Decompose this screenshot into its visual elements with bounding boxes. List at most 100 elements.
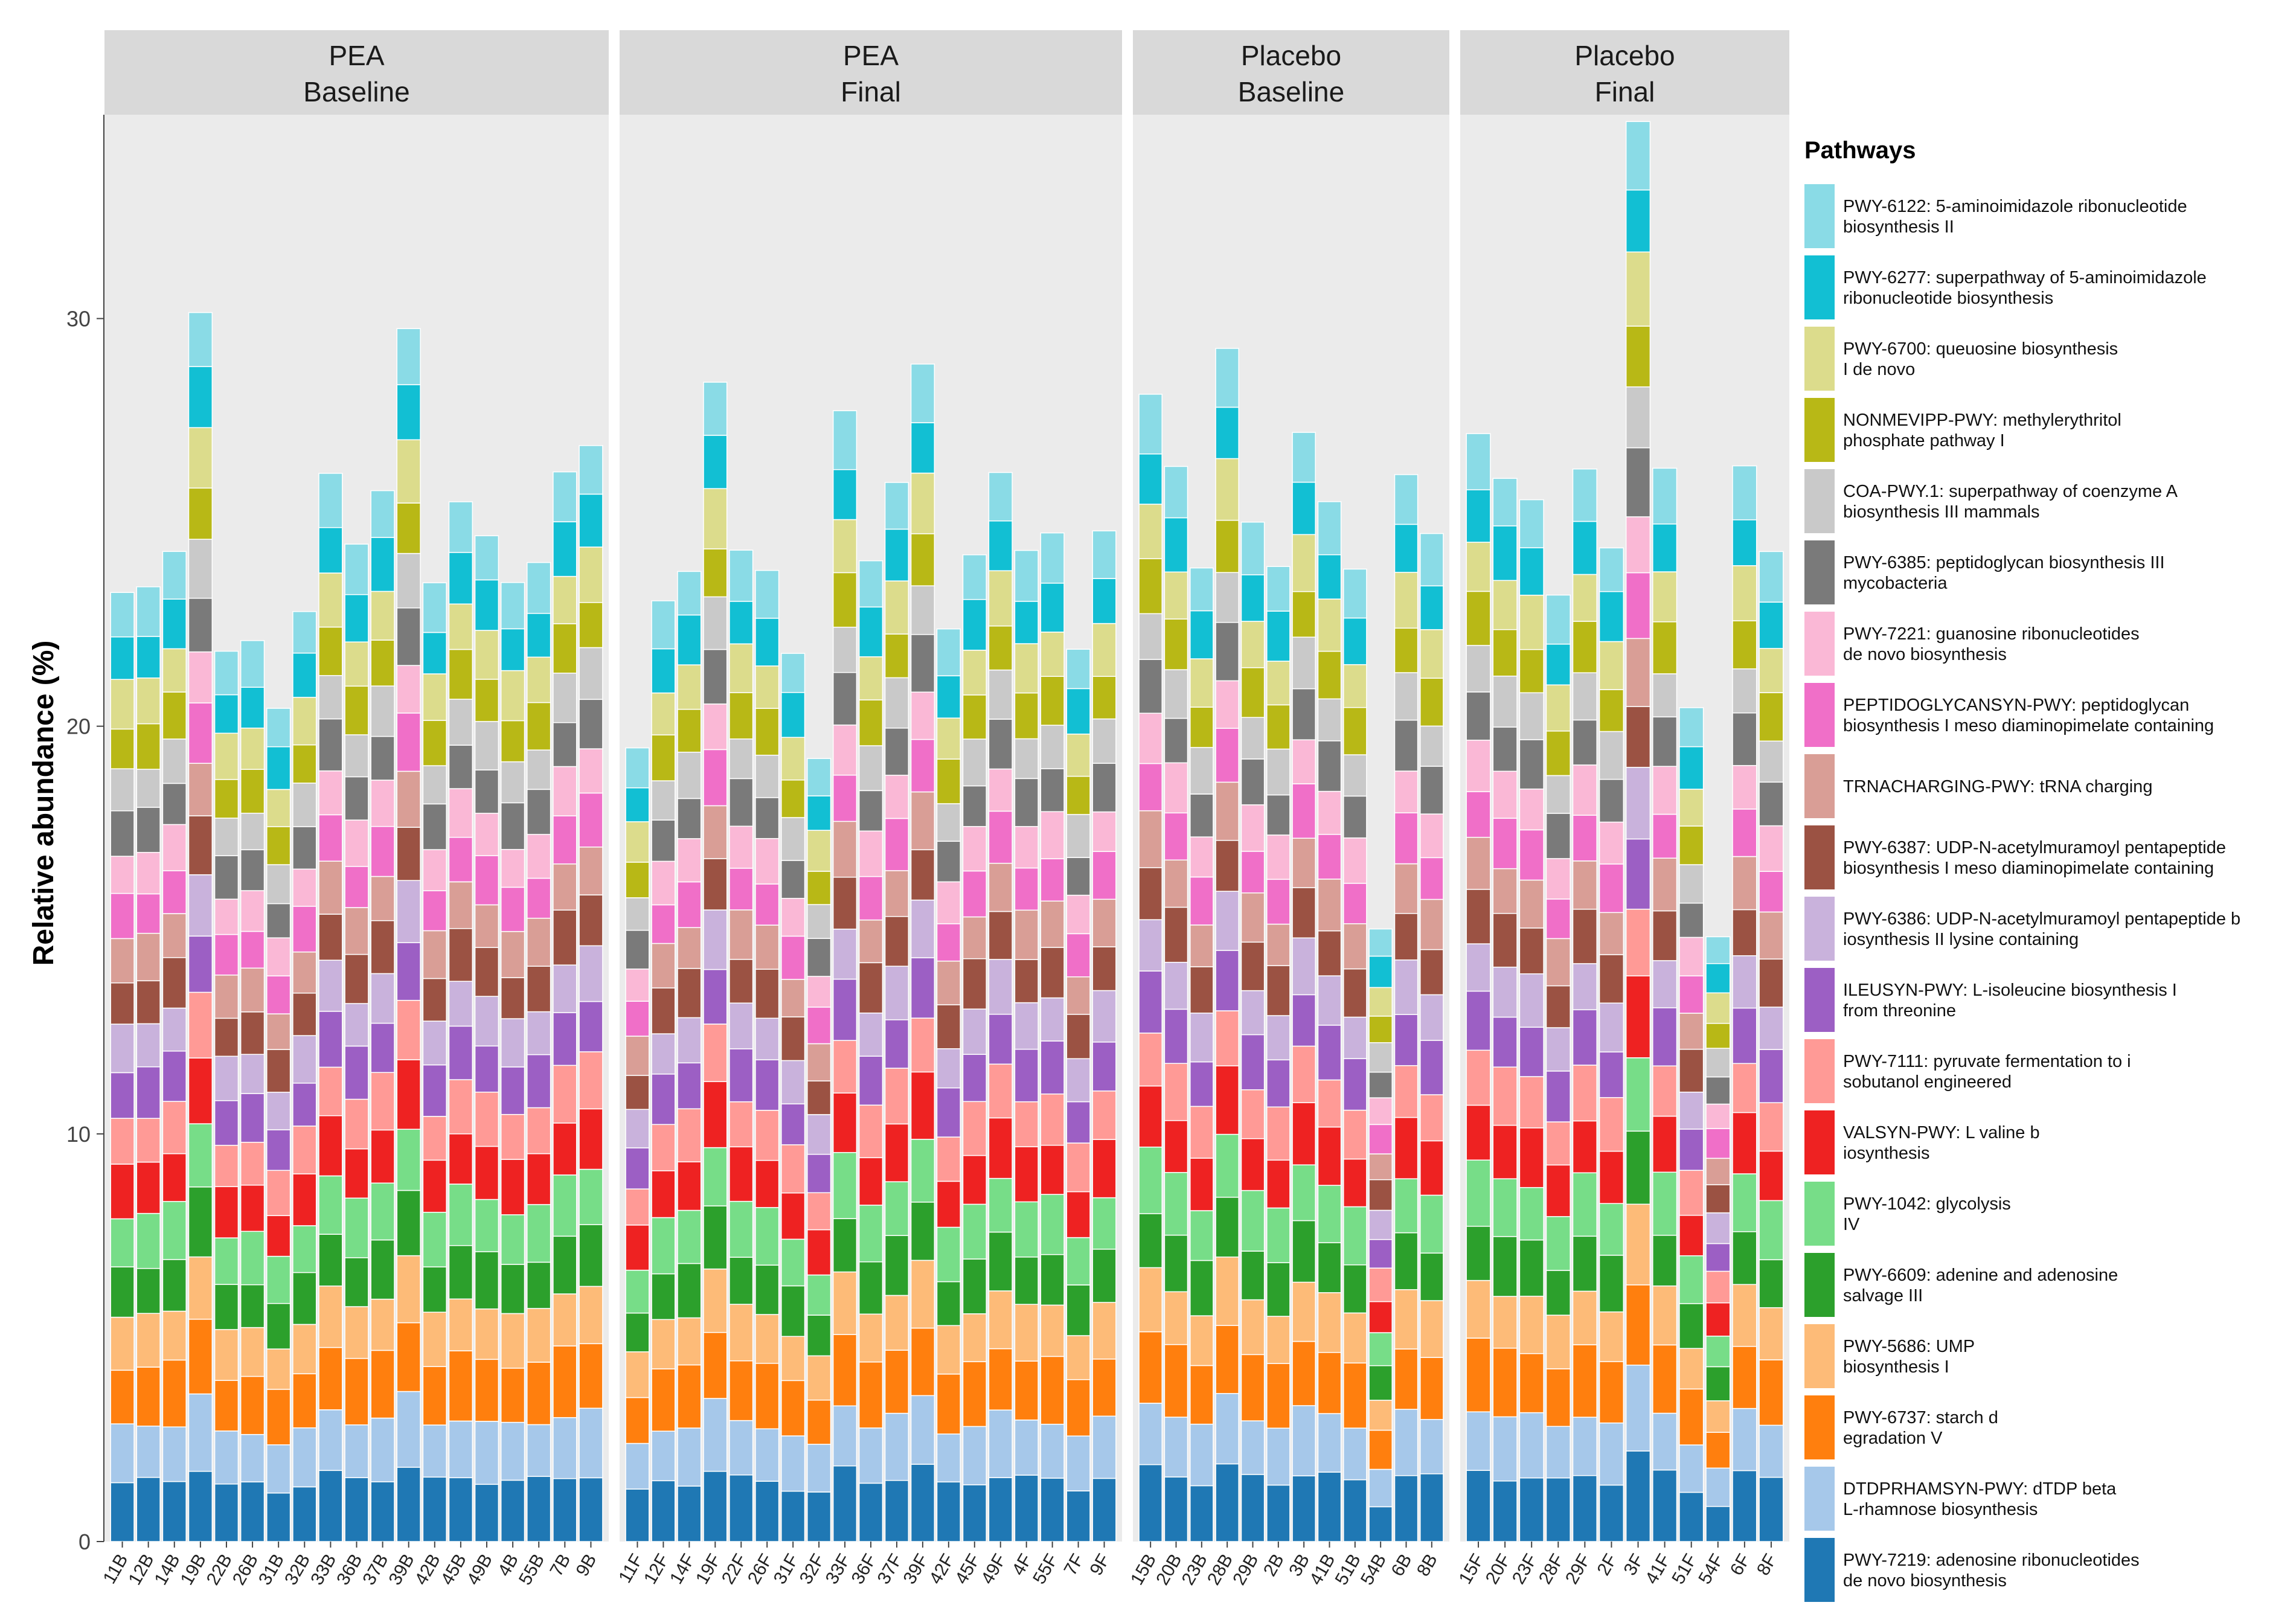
x-tick-label: 9B xyxy=(572,1551,601,1580)
bar-segment xyxy=(579,493,603,548)
bar-segment xyxy=(553,521,577,577)
bar-segment xyxy=(1266,1363,1291,1429)
bar-segment xyxy=(1545,684,1571,732)
bar-segment xyxy=(1266,748,1291,796)
legend-key xyxy=(1804,1253,1835,1317)
bar-segment xyxy=(1492,1296,1518,1349)
bar-segment xyxy=(910,1017,935,1073)
bar-segment xyxy=(266,1092,291,1130)
bar-segment xyxy=(677,571,702,616)
legend-label: PWY-7221: guanosine ribonucleotides xyxy=(1843,624,2140,644)
legend-item: NONMEVIPP-PWY: methylerythritolphosphate… xyxy=(1804,398,2121,462)
legend-key xyxy=(1804,184,1835,248)
bar-segment xyxy=(188,598,213,653)
bar-segment xyxy=(1599,591,1624,642)
bar-segment xyxy=(422,1159,447,1213)
bar-segment xyxy=(214,855,239,900)
bar-segment xyxy=(1014,1201,1039,1258)
bar-segment xyxy=(1317,1242,1342,1293)
bar-segment xyxy=(832,519,858,574)
bar-segment xyxy=(344,543,369,595)
legend-item: PWY-6277: superpathway of 5-aminoimidazo… xyxy=(1804,255,2207,319)
x-tick-label: 26F xyxy=(744,1551,777,1587)
bar-segment xyxy=(1240,1190,1265,1252)
bar-segment xyxy=(781,779,806,818)
bar-segment xyxy=(1492,1416,1518,1482)
bar-segment xyxy=(1394,913,1419,961)
bar-segment xyxy=(651,1319,676,1369)
bar-segment xyxy=(625,1269,650,1314)
bar-segment xyxy=(448,788,473,838)
bar-segment xyxy=(1190,1485,1214,1542)
stacked-bar xyxy=(1368,928,1393,1542)
bar-segment xyxy=(214,1145,239,1187)
bar-segment xyxy=(651,904,676,944)
bar-segment xyxy=(807,1315,832,1357)
bar-segment xyxy=(1317,1292,1342,1353)
y-axis: 0 10 20 30 xyxy=(66,115,104,1554)
bar-segment xyxy=(1368,1097,1393,1126)
bar-segment xyxy=(344,734,369,778)
bar-segment xyxy=(703,703,728,751)
bar-segment xyxy=(677,664,702,710)
bar-segment xyxy=(448,1079,473,1135)
bar-segment xyxy=(1240,892,1265,943)
bar-segment xyxy=(1317,598,1342,652)
bar-segment xyxy=(344,641,369,687)
bar-segment xyxy=(832,1334,858,1407)
bar-segment xyxy=(1572,1235,1597,1292)
bar-segment xyxy=(1572,1417,1597,1476)
bar-segment xyxy=(448,1183,473,1246)
bar-segment xyxy=(781,1336,806,1382)
bar-segment xyxy=(110,679,135,730)
bar-segment xyxy=(527,917,551,967)
bar-segment xyxy=(1599,731,1624,780)
bar-segment xyxy=(1092,1302,1117,1360)
bar-segment xyxy=(884,1412,909,1481)
bar-segment xyxy=(1545,1121,1571,1166)
bar-segment xyxy=(553,623,577,674)
bar-segment xyxy=(1625,189,1651,253)
bar-segment xyxy=(553,964,577,1013)
x-tick-label: 41F xyxy=(1641,1551,1674,1587)
bar-segment xyxy=(396,1255,421,1324)
stacked-bar xyxy=(292,611,317,1542)
bar-segment xyxy=(1040,1194,1065,1255)
bar-segment xyxy=(1652,766,1678,815)
stacked-bar xyxy=(1705,936,1731,1542)
bar-segment xyxy=(1092,990,1117,1043)
bar-segment xyxy=(858,1157,883,1206)
bar-segment xyxy=(884,580,909,635)
bar-segment xyxy=(832,1151,858,1219)
bar-segment xyxy=(910,585,935,635)
bar-segment xyxy=(1519,1412,1544,1479)
bar-segment xyxy=(553,1122,577,1176)
bar-segment xyxy=(1368,1506,1393,1542)
bar-segment xyxy=(396,552,421,609)
bar-segment xyxy=(729,1200,754,1258)
x-tick-label: 32F xyxy=(796,1551,829,1587)
bar-segment xyxy=(1466,943,1491,992)
bar-segment xyxy=(884,1068,909,1125)
bar-segment xyxy=(448,1025,473,1080)
bar-segment xyxy=(832,1405,858,1467)
bar-segment xyxy=(1266,1059,1291,1108)
stacked-bar xyxy=(1215,348,1239,1542)
bar-segment xyxy=(1394,627,1419,673)
bar-segment xyxy=(1164,1120,1188,1173)
bar-segment xyxy=(755,1363,780,1430)
bar-segment xyxy=(1625,386,1651,449)
facet-title-line2: Baseline xyxy=(303,76,409,107)
bar-segment xyxy=(1545,1477,1571,1542)
bar-segment xyxy=(500,1159,525,1215)
bar-segment xyxy=(500,581,525,630)
stacked-bar xyxy=(500,581,525,1542)
bar-segment xyxy=(1625,1203,1651,1286)
legend-item: PWY-6122: 5-aminoimidazole ribonucleotid… xyxy=(1804,184,2187,248)
bar-segment xyxy=(1732,909,1757,956)
bar-segment xyxy=(1572,1344,1597,1418)
stacked-bar xyxy=(703,382,728,1542)
bar-segment xyxy=(318,626,343,676)
bar-segment xyxy=(703,648,728,705)
bar-segment xyxy=(318,473,343,528)
